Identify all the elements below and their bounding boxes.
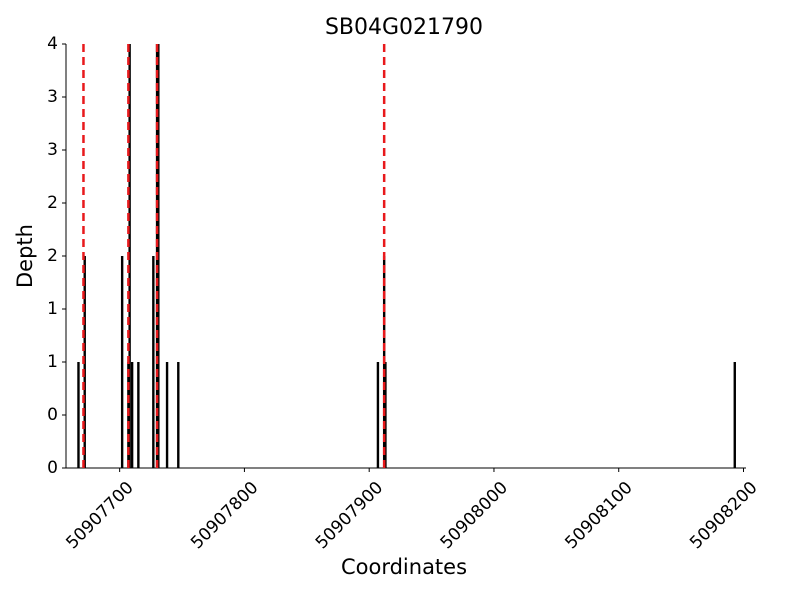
x-tick-label: 50907900 xyxy=(312,478,387,553)
y-tick-label: 2 xyxy=(47,193,58,213)
x-tick-label: 50907700 xyxy=(62,478,137,553)
bar xyxy=(165,362,169,468)
y-axis-label: Depth xyxy=(13,224,37,288)
chart-title: SB04G021790 xyxy=(325,15,483,40)
bar xyxy=(130,362,134,468)
y-tick-label: 4 xyxy=(47,34,58,54)
x-tick-label: 50907800 xyxy=(187,478,262,553)
bar xyxy=(137,362,140,468)
x-tick-label: 50908200 xyxy=(686,478,761,553)
y-tick-label: 1 xyxy=(47,352,58,372)
y-tick-label: 2 xyxy=(47,246,58,266)
bar xyxy=(733,362,736,468)
bar xyxy=(376,362,380,468)
y-tick-label: 1 xyxy=(47,299,58,319)
x-tick-label: 50908000 xyxy=(437,478,512,553)
y-tick-label: 0 xyxy=(47,458,58,478)
x-axis-label: Coordinates xyxy=(341,555,467,579)
y-tick-label: 3 xyxy=(47,140,58,160)
x-tick-label: 50908100 xyxy=(561,478,636,553)
bar xyxy=(77,362,80,468)
bar xyxy=(152,256,155,468)
bar xyxy=(120,256,124,468)
y-tick-label: 0 xyxy=(47,405,58,425)
y-tick-label: 3 xyxy=(47,87,58,107)
bar xyxy=(177,362,180,468)
